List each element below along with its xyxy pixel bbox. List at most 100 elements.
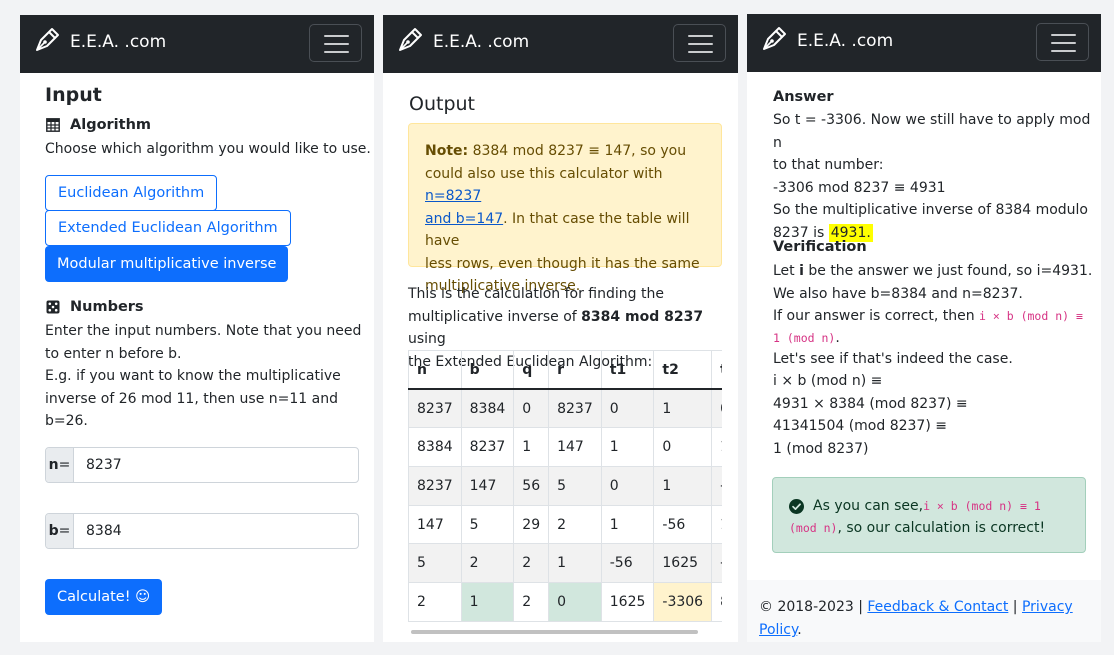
modular-inverse-button[interactable]: Modular multiplicative inverse xyxy=(45,246,289,282)
table-header: t1 xyxy=(600,350,655,391)
table-cell-highlight-r: 0 xyxy=(548,582,602,622)
table-cell: 1 xyxy=(600,427,655,468)
dice-icon xyxy=(46,300,60,314)
table-cell: 8384 xyxy=(460,388,515,429)
menu-toggle-button[interactable] xyxy=(673,24,726,62)
n-input[interactable]: 8237 xyxy=(86,457,122,473)
note-link-b[interactable]: and b=147 xyxy=(425,210,504,227)
table-cell: 29 xyxy=(513,504,550,545)
pen-nib-icon xyxy=(761,26,787,56)
table-cell: 2 xyxy=(513,582,550,622)
hamburger-icon xyxy=(324,35,349,37)
navbar: E.E.A. .com xyxy=(383,15,738,73)
footer: © 2018-2023 | Feedback & Contact | Priva… xyxy=(747,580,1101,642)
verification-heading: Verification xyxy=(773,239,867,255)
pen-nib-icon xyxy=(34,27,60,57)
table-cell: 8237 xyxy=(711,582,722,622)
table-cell: 1 xyxy=(653,466,713,506)
table-cell: -3306 xyxy=(711,543,722,584)
table-cell: 1 xyxy=(548,543,602,584)
table-row: 5 2 2 1 -56 1625 -3306 xyxy=(408,543,722,584)
table-header: r xyxy=(548,350,602,391)
answer-text: So t = -3306. Now we still have to apply… xyxy=(773,112,1091,242)
table-cell: 8237 xyxy=(408,388,462,429)
menu-toggle-button[interactable] xyxy=(309,24,362,62)
algorithm-heading: Algorithm xyxy=(46,117,151,133)
table-cell: 147 xyxy=(460,466,515,506)
b-input-group: b= 8384 xyxy=(45,513,359,549)
n-label: n= xyxy=(46,448,74,482)
table-cell: 2 xyxy=(460,543,515,584)
brand-name: E.E.A. .com xyxy=(70,32,167,52)
table-cell: 0 xyxy=(600,466,655,506)
algorithm-description: Choose which algorithm you would like to… xyxy=(45,141,371,157)
calculate-button[interactable]: Calculate! ☺ xyxy=(45,579,163,615)
table-cell: 1 xyxy=(513,427,550,468)
table-cell: 56 xyxy=(513,466,550,506)
privacy-policy-link-cont[interactable]: Policy xyxy=(759,622,798,638)
table-cell: 147 xyxy=(548,427,602,468)
table-header: t3 xyxy=(711,350,722,391)
table-cell: 1 xyxy=(711,427,722,468)
table-cell: -56 xyxy=(711,466,722,506)
output-title: Output xyxy=(409,93,475,115)
table-cell: 8237 xyxy=(408,466,462,506)
table-cell: 0 xyxy=(600,388,655,429)
table-cell: 1625 xyxy=(711,504,722,545)
numbers-description: Enter the input numbers. Note that you n… xyxy=(45,323,362,429)
brand-link[interactable]: E.E.A. .com xyxy=(34,27,166,57)
table-cell: 5 xyxy=(548,466,602,506)
pen-nib-icon xyxy=(397,27,423,57)
table-row: 147 5 29 2 1 -56 1625 xyxy=(408,504,722,545)
input-title: Input xyxy=(45,84,102,106)
table-horizontal-scrollbar[interactable] xyxy=(411,630,698,634)
numbers-heading: Numbers xyxy=(46,299,144,315)
feedback-contact-link[interactable]: Feedback & Contact xyxy=(867,599,1009,615)
note-link-n[interactable]: n=8237 xyxy=(425,188,482,204)
table-header-row: n b q r t1 t2 t3 xyxy=(408,350,722,391)
table-cell: 8237 xyxy=(460,427,515,468)
table-cell: 0 xyxy=(513,388,550,429)
table-row: 8237 147 56 5 0 1 -56 xyxy=(408,466,722,506)
answer-panel: E.E.A. .com Answer So t = -3306. Now we … xyxy=(747,14,1101,642)
table-cell: 8384 xyxy=(408,427,462,468)
verification-text: Let i be the answer we just found, so i=… xyxy=(773,263,1093,457)
table-cell-highlight-t2: -3306 xyxy=(653,582,713,622)
success-alert: As you can see, i × b (mod n) ≡ 1 (mod n… xyxy=(772,477,1086,553)
table-cell: 2 xyxy=(513,543,550,584)
table-cell-highlight-b: 1 xyxy=(460,582,515,622)
b-input[interactable]: 8384 xyxy=(86,523,122,539)
table-cell: 8237 xyxy=(548,388,602,429)
navbar: E.E.A. .com xyxy=(747,14,1101,72)
table-header: b xyxy=(460,350,515,391)
answer-heading: Answer xyxy=(773,89,834,105)
table-cell: 5 xyxy=(460,504,515,545)
table-row: 2 1 2 0 1625 -3306 8237 xyxy=(408,582,722,622)
table-row: 8237 8384 0 8237 0 1 0 xyxy=(408,388,722,429)
menu-toggle-button[interactable] xyxy=(1036,23,1089,61)
table-cell: -56 xyxy=(600,543,655,584)
brand-link[interactable]: E.E.A. .com xyxy=(761,26,893,56)
table-header: n xyxy=(408,350,462,391)
table-cell: -56 xyxy=(653,504,713,545)
result-highlight: 4931. xyxy=(828,223,873,242)
table-cell: 147 xyxy=(408,504,462,545)
hamburger-icon xyxy=(1051,34,1076,36)
note-alert: Note: 8384 mod 8237 ≡ 147, so you could … xyxy=(408,123,722,294)
n-input-group: n= 8237 xyxy=(45,447,359,483)
calculation-table: n b q r t1 t2 t3 8237 8384 0 8237 0 1 xyxy=(408,350,722,622)
table-header: t2 xyxy=(653,350,713,391)
table-cell: 2 xyxy=(408,582,462,622)
table-header: q xyxy=(513,350,550,391)
table-row: 8384 8237 1 147 1 0 1 xyxy=(408,427,722,468)
table-cell: 1 xyxy=(653,388,713,429)
input-panel: E.E.A. .com Input Algorithm Choose which… xyxy=(20,15,374,642)
calculation-table-scroll[interactable]: n b q r t1 t2 t3 8237 8384 0 8237 0 1 xyxy=(408,350,722,622)
extended-euclidean-algorithm-button[interactable]: Extended Euclidean Algorithm xyxy=(45,210,291,246)
brand-name: E.E.A. .com xyxy=(433,32,530,52)
table-icon xyxy=(46,118,60,132)
table-cell: 1625 xyxy=(653,543,713,584)
privacy-policy-link[interactable]: Privacy xyxy=(1021,599,1073,615)
euclidean-algorithm-button[interactable]: Euclidean Algorithm xyxy=(45,175,218,211)
brand-link[interactable]: E.E.A. .com xyxy=(397,27,529,57)
